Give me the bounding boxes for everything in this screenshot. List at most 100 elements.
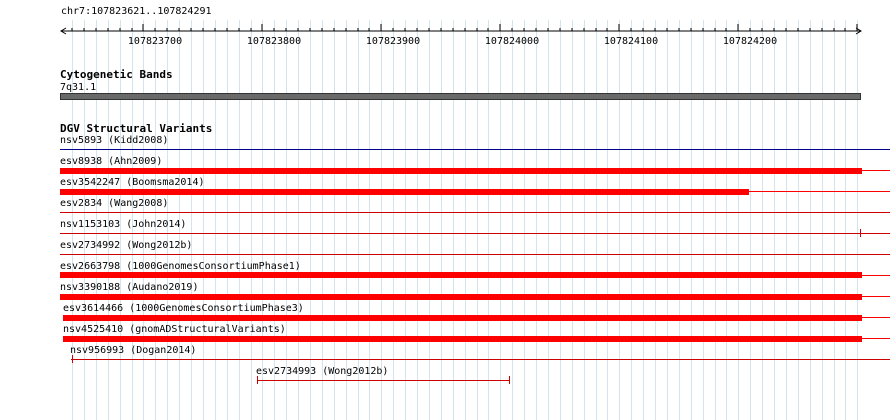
grid-line [298,20,299,420]
grid-line [346,20,347,420]
grid-line [143,20,144,420]
grid-line [500,20,501,420]
grid-line [334,20,335,420]
grid-line [286,20,287,420]
variant-bar[interactable] [60,189,749,195]
grid-line [203,20,204,420]
variant-line[interactable] [60,212,890,213]
grid-line [798,20,799,420]
grid-line [72,20,73,420]
variant-label[interactable]: nsv5893 (Kidd2008) [60,135,169,146]
grid-line [512,20,513,420]
variant-end-cap [860,229,861,237]
variant-line[interactable] [60,254,890,255]
grid-line [358,20,359,420]
grid-line [715,20,716,420]
grid-line [857,20,858,420]
grid-line [738,20,739,420]
variant-bar[interactable] [60,272,862,278]
grid-line [572,20,573,420]
grid-line [607,20,608,420]
grid-line [786,20,787,420]
ruler-tick-label: 107823800 [246,36,302,47]
grid-line [239,20,240,420]
grid-line [215,20,216,420]
grid-line [453,20,454,420]
variant-line[interactable] [257,380,510,381]
grid-line [262,20,263,420]
variant-end-cap [509,376,510,384]
grid-line [179,20,180,420]
grid-line [762,20,763,420]
ruler-tick-label: 107824000 [484,36,540,47]
grid-line [536,20,537,420]
variant-line[interactable] [60,149,890,150]
grid-line [96,20,97,420]
grid-line [619,20,620,420]
ruler-tick-label: 107824200 [722,36,778,47]
grid-line [393,20,394,420]
grid-line [381,20,382,420]
variant-label[interactable]: esv3614466 (1000GenomesConsortiumPhase3) [63,303,304,314]
grid-line [810,20,811,420]
grid-line [726,20,727,420]
cytoband-track-title: Cytogenetic Bands [60,68,173,81]
grid-line [834,20,835,420]
grid-line [310,20,311,420]
grid-line [679,20,680,420]
grid-line [369,20,370,420]
variant-label[interactable]: esv2663798 (1000GenomesConsortiumPhase1) [60,261,301,272]
variant-label[interactable]: esv2734992 (Wong2012b) [60,240,193,251]
ruler-tick-label: 107823700 [127,36,183,47]
grid-line [167,20,168,420]
grid-line [429,20,430,420]
variant-label[interactable]: nsv4525410 (gnomADStructuralVariants) [63,324,286,335]
grid-line [417,20,418,420]
variant-label[interactable]: esv3542247 (Boomsma2014) [60,177,205,188]
grid-line [405,20,406,420]
grid-line [524,20,525,420]
grid-line [822,20,823,420]
grid-line [548,20,549,420]
cytoband-bar[interactable] [60,93,861,100]
variant-bar[interactable] [60,294,862,300]
grid-line [691,20,692,420]
variant-start-cap [257,376,258,384]
ruler-tick-label: 107824100 [603,36,659,47]
location-label: chr7:107823621..107824291 [61,6,212,17]
grid-line [132,20,133,420]
grid-line [631,20,632,420]
grid-line [655,20,656,420]
grid-line [477,20,478,420]
variant-bar[interactable] [60,168,862,174]
grid-line [774,20,775,420]
variant-label[interactable]: nsv956993 (Dogan2014) [70,345,197,356]
grid-line [643,20,644,420]
variant-label[interactable]: esv2834 (Wang2008) [60,198,169,209]
grid-line [155,20,156,420]
grid-line [227,20,228,420]
dgv-track-title: DGV Structural Variants [60,122,213,135]
grid-line [750,20,751,420]
variant-label[interactable]: nsv1153103 (John2014) [60,219,187,230]
grid-line [84,20,85,420]
grid-line [108,20,109,420]
variant-label[interactable]: nsv3390188 (Audano2019) [60,282,199,293]
variant-label[interactable]: esv8938 (Ahn2009) [60,156,163,167]
variant-bar[interactable] [63,336,862,342]
variant-bar[interactable] [63,315,862,321]
variant-start-cap [72,355,73,363]
grid-line [322,20,323,420]
grid-line [560,20,561,420]
ruler[interactable] [0,0,890,60]
variant-line[interactable] [71,359,890,360]
ruler-ticks [71,24,858,31]
variant-label[interactable]: esv2734993 (Wong2012b) [256,366,389,377]
grid-line [667,20,668,420]
grid-line [584,20,585,420]
grid-line [845,20,846,420]
variant-line[interactable] [60,233,890,234]
grid-line [596,20,597,420]
ruler-tick-label: 107823900 [365,36,421,47]
